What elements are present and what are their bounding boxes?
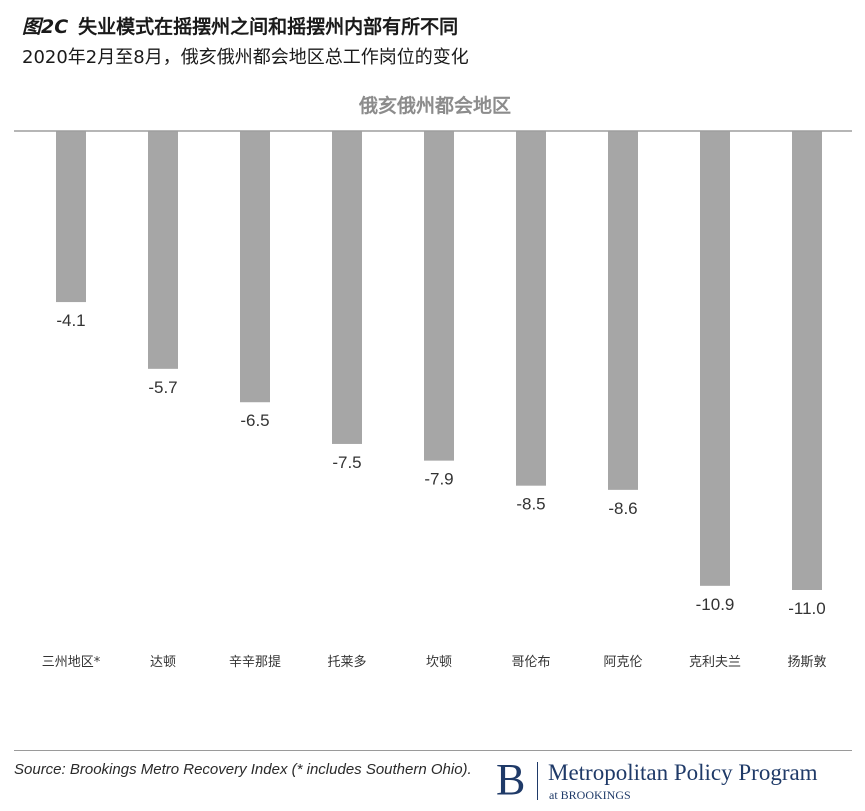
category-label-4: 坎顿 [426,655,452,670]
value-label-2: -6.5 [240,411,269,430]
bar-4 [424,131,454,461]
category-label-8: 扬斯敦 [787,654,826,670]
bar-5 [516,131,546,486]
bar-2 [240,131,270,403]
value-label-6: -8.6 [608,499,637,518]
bar-1 [148,131,178,369]
value-label-8: -11.0 [788,599,826,618]
category-label-7: 克利夫兰 [689,655,741,670]
chart-title: 俄亥俄州都会地区 [358,94,511,117]
figure-title: 图2C 失业模式在摇摆州之间和摇摆州内部有所不同 [22,12,458,39]
figure-title-text: 失业模式在摇摆州之间和摇摆州内部有所不同 [78,16,459,38]
figure-label: 图2C [22,16,69,38]
value-label-7: -10.9 [696,595,735,614]
value-label-4: -7.9 [424,470,453,489]
bars-group [56,131,822,590]
bar-8 [792,131,822,590]
source-note: Source: Brookings Metro Recovery Index (… [14,761,472,778]
bar-chart: 俄亥俄州都会地区 -4.1 -5.7 -6.5 -7.5 -7.9 -8.5 -8.6 -10… [14,94,852,670]
logo-divider [537,762,538,800]
category-label-0: 三州地区* [42,655,101,670]
footer-divider [14,750,852,751]
value-label-3: -7.5 [332,453,361,472]
category-label-2: 辛辛那提 [229,654,281,670]
bar-7 [700,131,730,586]
program-name: Metropolitan Policy Program [548,760,818,785]
bar-0 [56,131,86,303]
value-label-1: -5.7 [148,378,177,397]
bar-3 [332,131,362,444]
category-label-6: 阿克伦 [603,655,642,670]
category-label-1: 达顿 [150,655,176,670]
figure-subtitle: 2020年2月至8月，俄亥俄州都会地区总工作岗位的变化 [22,47,469,68]
category-label-5: 哥伦布 [511,655,550,670]
value-labels-group: -4.1 -5.7 -6.5 -7.5 -7.9 -8.5 -8.6 -10.9 -11.0 [56,311,825,618]
category-label-3: 托莱多 [327,654,366,670]
category-labels-group: 三州地区* 达顿 辛辛那提 托莱多 坎顿 哥伦布 阿克伦 克利夫兰 扬斯敦 [42,654,827,670]
value-label-5: -8.5 [516,495,545,514]
brookings-logo-icon: B [496,755,526,804]
bar-6 [608,131,638,490]
program-affiliation: at BROOKINGS [549,788,631,802]
value-label-0: -4.1 [56,311,85,330]
